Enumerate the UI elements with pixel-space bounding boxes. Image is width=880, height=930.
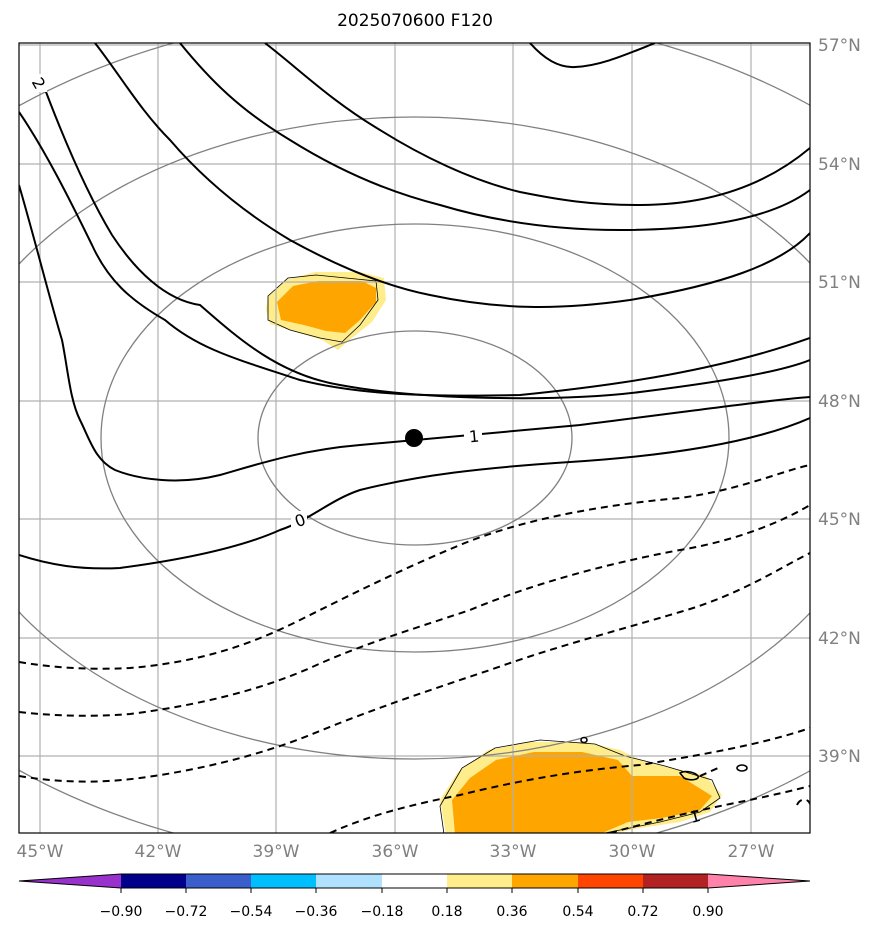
range-rings xyxy=(19,43,810,833)
colorbar-tick-label: 0.36 xyxy=(496,904,527,920)
graticule xyxy=(19,43,810,833)
shading-upper-blob xyxy=(266,272,386,350)
colorbar-segment xyxy=(643,874,708,888)
contour-labels: 2 1 0 1 xyxy=(28,74,703,827)
colorbar-tick-label: −0.36 xyxy=(295,904,338,920)
colorbar-segment xyxy=(382,874,447,888)
lat-label: 48°N xyxy=(818,392,861,412)
colorbar-tick-label: 0.54 xyxy=(562,904,593,920)
lon-label: 36°W xyxy=(372,842,419,862)
lat-label: 51°N xyxy=(818,273,861,293)
colorbar-segment xyxy=(121,874,186,888)
colorbar-segment xyxy=(251,874,316,888)
colorbar-tick-label: −0.54 xyxy=(230,904,273,920)
lon-label: 30°W xyxy=(609,842,656,862)
shading-lower-blob xyxy=(439,739,722,833)
lon-label: 42°W xyxy=(135,842,182,862)
colorbar-segment xyxy=(447,874,512,888)
lat-label: 45°N xyxy=(818,510,861,530)
contours-small xyxy=(580,736,748,781)
longitude-labels: 45°W 42°W 39°W 36°W 33°W 30°W 27°W xyxy=(17,842,775,862)
contour-label: 1 xyxy=(688,806,703,827)
contours-solid xyxy=(19,43,810,570)
colorbar: −0.90 −0.72 −0.54 −0.36 −0.18 0.18 0.36 … xyxy=(18,873,811,920)
contours-dashed xyxy=(19,464,810,833)
colorbar-tick-label: 0.72 xyxy=(627,904,658,920)
lon-label: 39°W xyxy=(253,842,300,862)
lon-label: 45°W xyxy=(17,842,64,862)
colorbar-tick-label: 0.18 xyxy=(431,904,462,920)
lat-label: 39°N xyxy=(818,747,861,767)
latitude-labels: 57°N 54°N 51°N 48°N 45°N 42°N 39°N xyxy=(818,36,861,767)
colorbar-tick-label: −0.18 xyxy=(361,904,404,920)
colorbar-segment xyxy=(578,874,643,888)
colorbar-segment xyxy=(512,874,578,888)
lat-label: 42°N xyxy=(818,629,861,649)
colorbar-segment xyxy=(316,874,382,888)
map-frame xyxy=(18,42,811,834)
colorbar-tick-label: −0.90 xyxy=(100,904,143,920)
lat-label: 57°N xyxy=(818,36,861,56)
map-panel: 2 1 0 1 xyxy=(19,43,810,833)
contour-label: 1 xyxy=(468,427,480,447)
colorbar-extend-high xyxy=(708,874,810,888)
lon-label: 33°W xyxy=(490,842,537,862)
colorbar-tick-label: 0.90 xyxy=(692,904,723,920)
colorbar-extend-low xyxy=(19,874,121,888)
storm-center-marker xyxy=(405,429,423,447)
figure-title: 2025070600 F120 xyxy=(337,11,493,31)
colorbar-tick-label: −0.72 xyxy=(165,904,208,920)
lon-label: 27°W xyxy=(728,842,775,862)
colorbar-segment xyxy=(186,874,251,888)
lat-label: 54°N xyxy=(818,155,861,175)
